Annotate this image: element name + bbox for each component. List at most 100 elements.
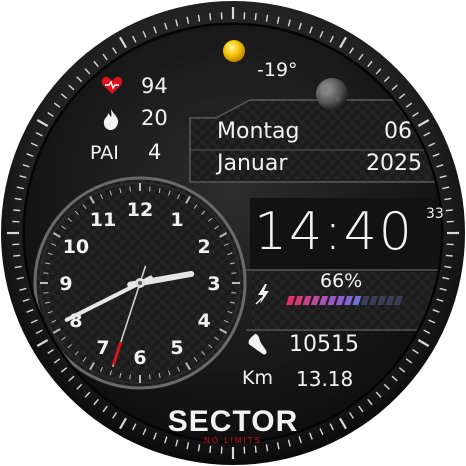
battery-segment [335,296,345,305]
bezel-tick [153,26,157,34]
dial-tick [176,366,180,372]
bezel-tick [442,186,450,190]
bezel-tick [383,383,390,390]
dial-tick [223,243,229,247]
bezel-tick [84,391,91,398]
bezel-tick [391,84,398,91]
bezel-tick [175,439,179,447]
bezel-tick [164,436,168,444]
dial-tick [229,301,235,304]
bezel-tick [329,35,334,43]
battery-percent: 66% [320,270,363,292]
dial-tick [185,195,191,204]
bezel-tick [13,209,21,212]
battery-segment [369,296,378,305]
bezel-tick [375,391,382,398]
weekday-label: Montag [217,119,300,144]
dial-tick [89,362,95,371]
bezel-tick [93,60,99,68]
dial-tick [158,372,161,378]
bezel-tick [436,164,444,168]
dial-tick [208,344,213,349]
bezel-tick [298,436,302,444]
distance-label: Km [242,367,273,389]
dial-numeral: 5 [170,337,183,359]
bezel-tick [391,375,398,382]
bezel-tick [432,309,440,313]
battery-segment [310,296,320,305]
dial-tick [223,319,229,323]
dial-numeral: 11 [90,209,116,231]
dial-tick [227,252,233,256]
bezel-tick [68,375,75,382]
bezel-tick [47,348,54,354]
battery-segment [352,296,362,305]
dial-numeral: 12 [127,199,153,221]
dial-tick [74,351,79,356]
second-hand-tip [111,341,123,366]
calories-value: 20 [141,106,168,130]
bezel-tick [53,358,61,364]
distance-value: 13.18 [296,367,354,391]
month-label: Januar [217,151,288,176]
bezel-tick [339,417,347,430]
bezel-tick [35,132,43,137]
bezel-tick [60,367,68,373]
battery-segment [360,296,370,305]
bezel-tick [358,53,364,61]
bezel-tick [405,358,413,364]
bezel-tick [209,13,212,21]
bezel-tick [93,398,99,406]
bezel-tick [445,209,453,212]
bezel-tick [254,13,257,21]
dial-tick [149,374,151,380]
bezel-tick [112,47,118,54]
sun-icon [223,40,245,62]
bezel-tick [30,142,38,147]
bezel-tick [367,60,373,68]
bezel-tick [398,93,406,99]
bezel-tick [276,16,280,24]
bezel-tick [22,298,30,302]
bezel-tick [348,47,354,54]
seconds-value: 33 [426,206,444,222]
bezel-tick [132,423,137,431]
bezel-tick [436,298,444,302]
bezel-tick [22,164,30,168]
moon-phase-icon [316,78,348,110]
steps-value: 10515 [289,332,359,357]
heart-rate-value: 94 [141,74,168,98]
dial-tick [158,188,161,194]
pai-value: 4 [148,140,162,164]
bezel-tick [19,287,27,291]
dial-tick [167,370,171,376]
bezel-tick [276,442,280,450]
bezel-tick [36,119,49,127]
bezel-tick [186,442,190,450]
battery-segment [344,296,354,305]
bezel-tick [197,14,201,22]
shoe-icon [248,333,267,355]
bezel-tick [36,339,49,347]
bezel-tick [439,287,447,291]
battery-segment [377,296,387,305]
bezel-tick [60,93,68,99]
bezel-tick [398,367,406,373]
dial-tick [201,210,206,215]
dial-tick [61,225,66,230]
dial-tick [47,252,53,256]
bezel-tick [47,112,54,118]
svg-text:SECTOR: SECTOR [168,405,298,438]
bezel-tick [358,405,364,413]
bezel-tick [142,428,147,436]
dial-tick [208,217,213,222]
battery-segment [294,296,304,305]
hand-pivot-center [138,281,142,285]
day-value: 06 [384,119,412,144]
bezel-tick [298,22,302,30]
bezel-tick [102,405,108,413]
dial-tick [47,310,53,314]
bezel-tick [153,432,157,440]
dial-tick [82,357,87,362]
bezel-tick [53,102,61,108]
